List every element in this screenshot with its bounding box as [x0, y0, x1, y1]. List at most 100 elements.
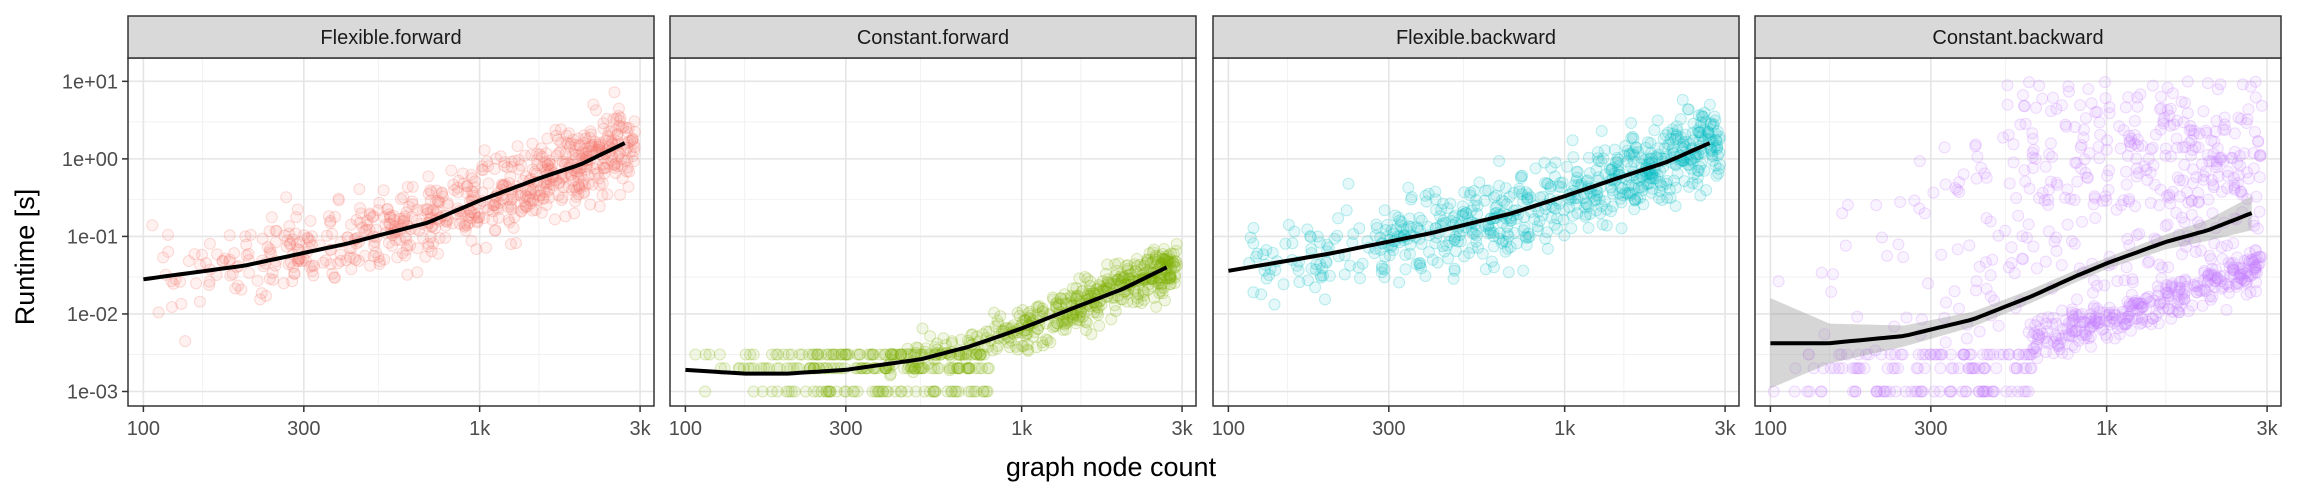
- data-point: [968, 385, 981, 398]
- data-point: [1927, 186, 1940, 199]
- data-point: [1682, 158, 1694, 171]
- data-point: [1710, 169, 1723, 182]
- data-point: [1107, 278, 1120, 290]
- data-point: [580, 142, 593, 155]
- data-point: [2210, 114, 2223, 127]
- data-point: [1084, 275, 1097, 288]
- data-point: [986, 344, 999, 357]
- data-point: [2179, 96, 2191, 109]
- data-point: [945, 385, 958, 398]
- data-point: [1667, 141, 1680, 154]
- data-point: [1137, 289, 1150, 302]
- data-point: [895, 385, 908, 398]
- data-point: [2012, 209, 2025, 222]
- data-point: [2149, 128, 2162, 141]
- data-point: [1709, 159, 1722, 172]
- data-point: [1676, 93, 1689, 106]
- data-point: [175, 297, 188, 310]
- data-point: [598, 167, 611, 180]
- data-point: [1131, 295, 1144, 308]
- data-point: [1532, 205, 1545, 218]
- data-point: [593, 178, 606, 191]
- data-point: [1836, 207, 1849, 220]
- data-point: [570, 190, 583, 203]
- data-point: [406, 198, 419, 211]
- data-point: [2154, 123, 2167, 136]
- data-point: [505, 160, 518, 173]
- data-point: [894, 348, 907, 361]
- data-point: [1112, 273, 1125, 286]
- data-point: [568, 145, 581, 158]
- data-point: [1900, 311, 1913, 324]
- data-point: [1606, 200, 1619, 213]
- data-point: [2176, 248, 2188, 261]
- data-point: [1458, 250, 1470, 263]
- data-point: [771, 385, 784, 398]
- data-point: [2185, 124, 2198, 137]
- data-point: [1162, 249, 1175, 262]
- data-point: [2098, 279, 2111, 292]
- data-point: [1644, 152, 1657, 165]
- data-point: [295, 255, 308, 268]
- data-point: [2079, 166, 2092, 179]
- data-point: [2066, 235, 2078, 248]
- data-point: [263, 246, 276, 259]
- data-point: [894, 385, 907, 398]
- data-point: [615, 153, 628, 165]
- panel-grid: [670, 58, 1196, 406]
- data-point: [356, 221, 369, 234]
- data-point: [537, 192, 550, 205]
- data-point: [2094, 128, 2107, 141]
- data-point: [976, 328, 989, 341]
- data-point: [1423, 246, 1435, 258]
- data-point: [332, 192, 345, 205]
- data-point: [1071, 313, 1084, 326]
- data-point: [278, 229, 291, 242]
- data-point: [1600, 219, 1613, 232]
- data-point: [1120, 259, 1133, 272]
- data-point: [592, 166, 604, 179]
- data-point: [578, 185, 590, 198]
- data-point: [1767, 385, 1780, 398]
- data-point: [1880, 385, 1893, 398]
- data-point: [1669, 200, 1682, 212]
- data-point: [1691, 150, 1703, 163]
- data-point: [2089, 106, 2102, 119]
- data-point: [1453, 229, 1466, 242]
- data-point: [1162, 255, 1175, 268]
- data-point: [1580, 175, 1593, 188]
- data-point: [465, 206, 478, 219]
- data-point: [2163, 191, 2176, 204]
- data-point: [439, 231, 452, 244]
- data-point: [1940, 296, 1952, 309]
- data-point: [465, 185, 478, 198]
- data-point: [1109, 305, 1122, 318]
- data-point: [1622, 179, 1635, 192]
- data-point: [1063, 314, 1076, 327]
- data-point: [1058, 288, 1071, 301]
- data-point: [623, 165, 636, 178]
- data-point: [1471, 199, 1484, 212]
- x-tick-label: 1k: [2096, 418, 2118, 440]
- data-point: [1165, 273, 1178, 286]
- data-point: [2152, 298, 2165, 311]
- data-point: [1167, 257, 1180, 270]
- data-point: [599, 134, 612, 147]
- data-point: [182, 255, 195, 267]
- data-point: [419, 250, 432, 263]
- data-point: [2061, 347, 2074, 360]
- data-point: [2099, 76, 2111, 88]
- data-point: [366, 211, 379, 224]
- facet-strip: [669, 15, 1197, 59]
- data-point: [1050, 320, 1063, 332]
- data-point: [582, 145, 595, 158]
- data-point: [2087, 286, 2099, 299]
- data-point: [584, 131, 597, 144]
- data-point: [2051, 340, 2064, 353]
- data-point: [2078, 123, 2090, 136]
- data-point: [2228, 183, 2241, 196]
- data-point: [1105, 277, 1118, 290]
- data-point: [615, 121, 628, 134]
- data-point: [966, 328, 979, 341]
- data-point: [575, 168, 588, 180]
